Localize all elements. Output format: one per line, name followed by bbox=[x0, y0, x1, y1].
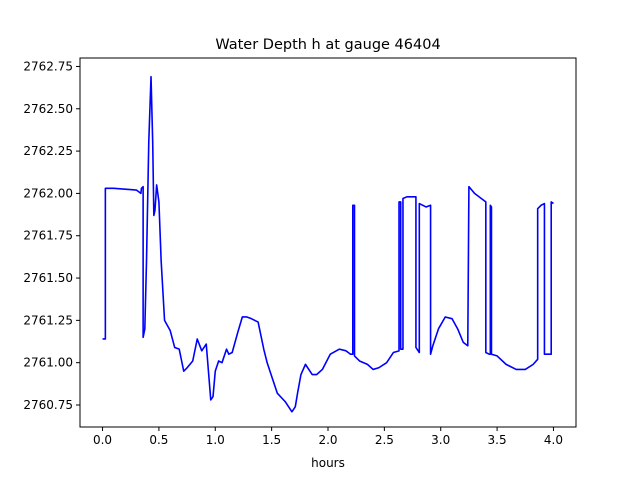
x-tick-label: 4.0 bbox=[544, 433, 563, 447]
y-tick-label: 2762.50 bbox=[23, 102, 73, 116]
y-axis: 2760.75 2761.00 2761.25 2761.50 2761.75 2762.… bbox=[23, 59, 80, 412]
x-axis: 0.0 0.5 1.0 1.5 2.0 2.5 3.0 3.5 4.0 bbox=[93, 427, 563, 447]
y-tick-label: 2760.75 bbox=[23, 398, 73, 412]
y-tick-label: 2761.50 bbox=[23, 271, 73, 285]
y-tick-label: 2762.75 bbox=[23, 59, 73, 73]
chart-title: Water Depth h at gauge 46404 bbox=[215, 37, 440, 53]
x-tick-label: 1.5 bbox=[262, 433, 281, 447]
y-tick-label: 2762.25 bbox=[23, 144, 73, 158]
series-line-water-depth bbox=[102, 75, 554, 413]
y-tick-label: 2761.25 bbox=[23, 313, 73, 327]
x-tick-label: 3.0 bbox=[431, 433, 450, 447]
x-tick-label: 0.5 bbox=[149, 433, 168, 447]
x-tick-label: 2.0 bbox=[318, 433, 337, 447]
x-tick-label: 2.5 bbox=[375, 433, 394, 447]
x-tick-label: 1.0 bbox=[206, 433, 225, 447]
x-tick-label: 0.0 bbox=[93, 433, 112, 447]
y-tick-label: 2762.00 bbox=[23, 186, 73, 200]
x-tick-label: 3.5 bbox=[488, 433, 507, 447]
y-tick-label: 2761.75 bbox=[23, 229, 73, 243]
y-tick-label: 2761.00 bbox=[23, 356, 73, 370]
x-axis-label: hours bbox=[311, 456, 345, 470]
